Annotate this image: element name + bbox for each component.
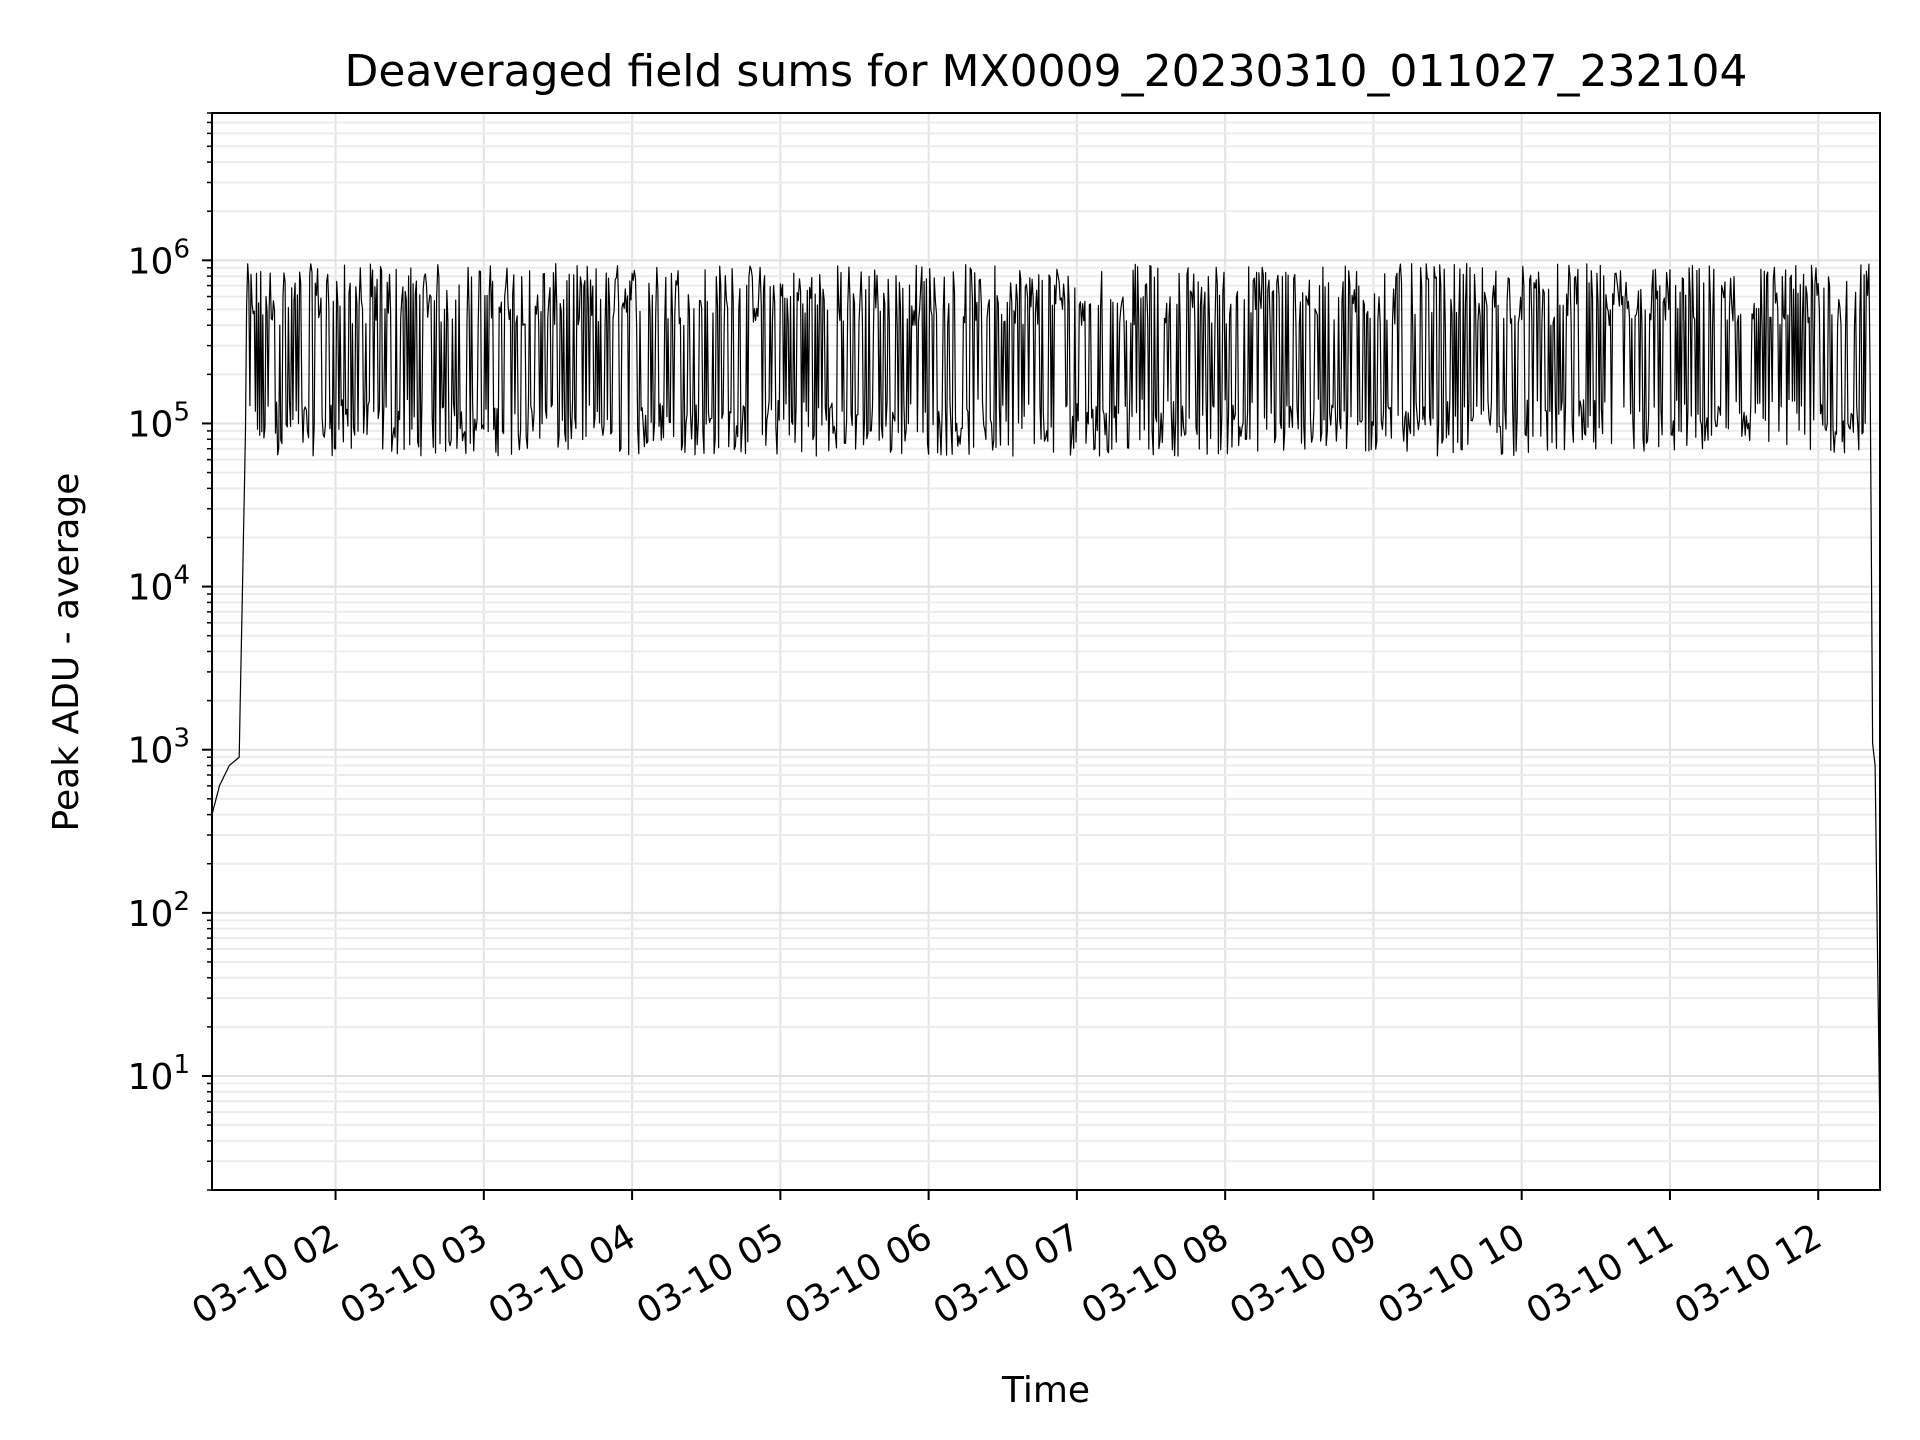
y-tick-label: 105 [128,397,190,445]
y-axis-label: Peak ADU - average [46,473,87,832]
data-layer [211,263,1881,1141]
y-tick-label: 106 [128,234,190,282]
chart-title: Deaveraged field sums for MX0009_2023031… [345,46,1748,97]
y-tick-label: 103 [128,724,190,772]
y-tick-label: 102 [128,887,190,935]
y-tick-label: 104 [128,561,190,609]
series-line [211,263,1881,1141]
y-tick-label: 101 [128,1050,190,1098]
x-axis-label: Time [1001,1370,1090,1411]
